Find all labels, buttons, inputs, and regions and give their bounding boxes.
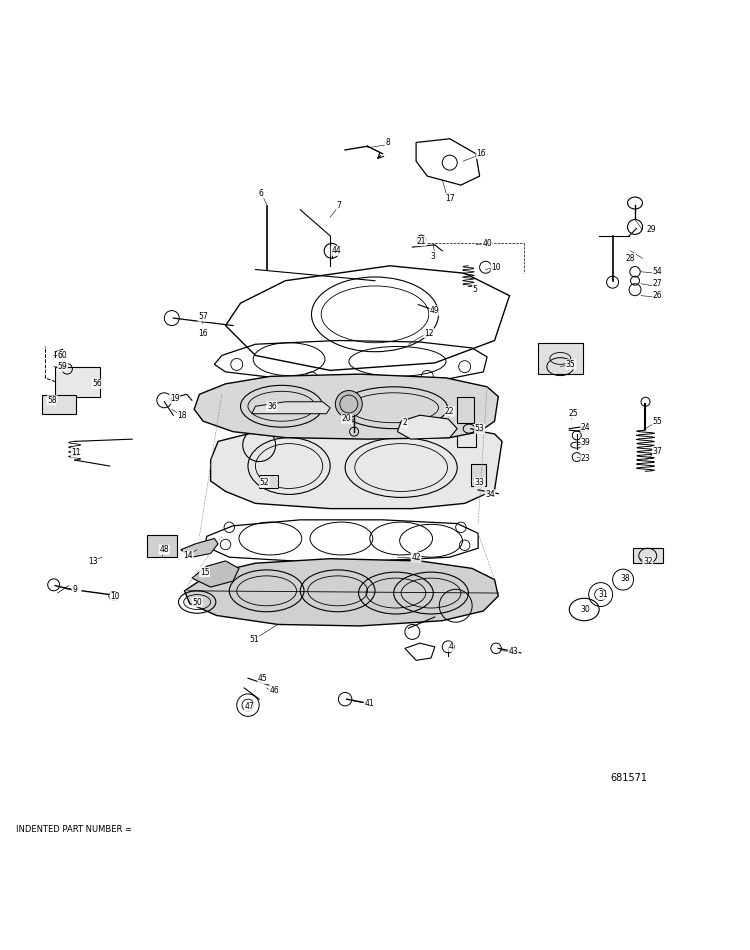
Text: 19: 19 (170, 394, 179, 404)
Text: 25: 25 (568, 409, 578, 418)
Text: 42: 42 (411, 553, 421, 561)
Polygon shape (398, 415, 458, 439)
Polygon shape (192, 560, 239, 587)
Text: 24: 24 (581, 424, 590, 432)
Text: 57: 57 (198, 313, 208, 321)
Text: 26: 26 (652, 291, 662, 300)
Bar (633, 548, 663, 563)
Text: 37: 37 (652, 446, 662, 456)
Text: 30: 30 (580, 605, 590, 614)
Text: 12: 12 (424, 329, 433, 337)
Text: 46: 46 (269, 686, 279, 694)
Polygon shape (211, 427, 502, 508)
Text: 21: 21 (416, 237, 426, 246)
Text: 14: 14 (184, 551, 193, 560)
Text: 15: 15 (200, 568, 209, 577)
Bar (43, 395, 76, 414)
Polygon shape (252, 402, 330, 414)
Text: 9: 9 (72, 585, 77, 594)
Text: 2: 2 (403, 418, 407, 428)
Bar (147, 535, 177, 558)
Text: 28: 28 (626, 254, 635, 263)
Text: 41: 41 (364, 699, 374, 708)
Text: 4: 4 (448, 642, 454, 652)
Polygon shape (184, 559, 498, 626)
Ellipse shape (335, 390, 362, 417)
Text: 6: 6 (259, 189, 264, 198)
Text: 44: 44 (332, 246, 341, 256)
Text: 60: 60 (58, 351, 68, 360)
Text: 20: 20 (342, 414, 352, 424)
Text: INDENTED PART NUMBER =: INDENTED PART NUMBER = (16, 826, 132, 834)
Text: 11: 11 (71, 448, 81, 457)
Text: 36: 36 (267, 402, 277, 410)
Text: 34: 34 (485, 490, 495, 499)
Text: 35: 35 (566, 360, 576, 369)
Bar (458, 430, 476, 446)
Text: 29: 29 (646, 225, 656, 235)
Text: 40: 40 (482, 238, 492, 248)
Text: 49: 49 (430, 306, 439, 315)
Text: 681571: 681571 (610, 772, 648, 783)
Text: 54: 54 (652, 267, 662, 276)
Text: 39: 39 (580, 438, 590, 447)
Text: 18: 18 (178, 410, 187, 420)
Text: 32: 32 (643, 558, 652, 566)
Text: 53: 53 (475, 424, 484, 433)
Bar (260, 475, 278, 488)
Bar (458, 396, 474, 423)
Text: 22: 22 (445, 407, 454, 416)
Text: 58: 58 (47, 396, 57, 405)
Text: 13: 13 (88, 558, 98, 566)
Text: 45: 45 (258, 674, 268, 683)
Polygon shape (194, 374, 498, 439)
Text: 52: 52 (260, 478, 269, 487)
Polygon shape (181, 539, 218, 558)
Text: 16: 16 (476, 149, 486, 159)
Text: 7: 7 (337, 201, 341, 211)
Text: 50: 50 (192, 598, 202, 606)
Text: 17: 17 (445, 194, 454, 203)
Bar (471, 464, 485, 486)
Bar (538, 343, 583, 374)
Text: 31: 31 (598, 590, 608, 599)
Text: 10: 10 (110, 592, 120, 601)
Text: 56: 56 (92, 379, 102, 389)
Text: 10: 10 (491, 263, 501, 272)
Text: 59: 59 (58, 362, 68, 371)
Text: 43: 43 (509, 647, 518, 656)
Text: 47: 47 (244, 702, 254, 712)
Text: 27: 27 (652, 279, 662, 288)
Text: 38: 38 (620, 574, 630, 582)
Text: 51: 51 (249, 635, 259, 644)
Text: 8: 8 (386, 138, 390, 147)
Text: 23: 23 (581, 454, 590, 463)
Text: 48: 48 (160, 545, 169, 554)
Text: 33: 33 (475, 478, 484, 487)
Text: 3: 3 (430, 252, 436, 260)
Text: 55: 55 (652, 417, 662, 426)
Bar (56, 367, 100, 396)
Text: 5: 5 (472, 285, 478, 294)
Text: 16: 16 (198, 329, 208, 337)
Bar (345, 419, 368, 438)
